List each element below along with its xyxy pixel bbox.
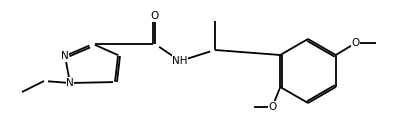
- Text: N: N: [66, 78, 74, 88]
- Text: O: O: [151, 11, 159, 21]
- Text: N: N: [61, 51, 69, 61]
- Text: NH: NH: [172, 56, 188, 66]
- Text: O: O: [351, 38, 360, 48]
- Text: O: O: [268, 102, 276, 112]
